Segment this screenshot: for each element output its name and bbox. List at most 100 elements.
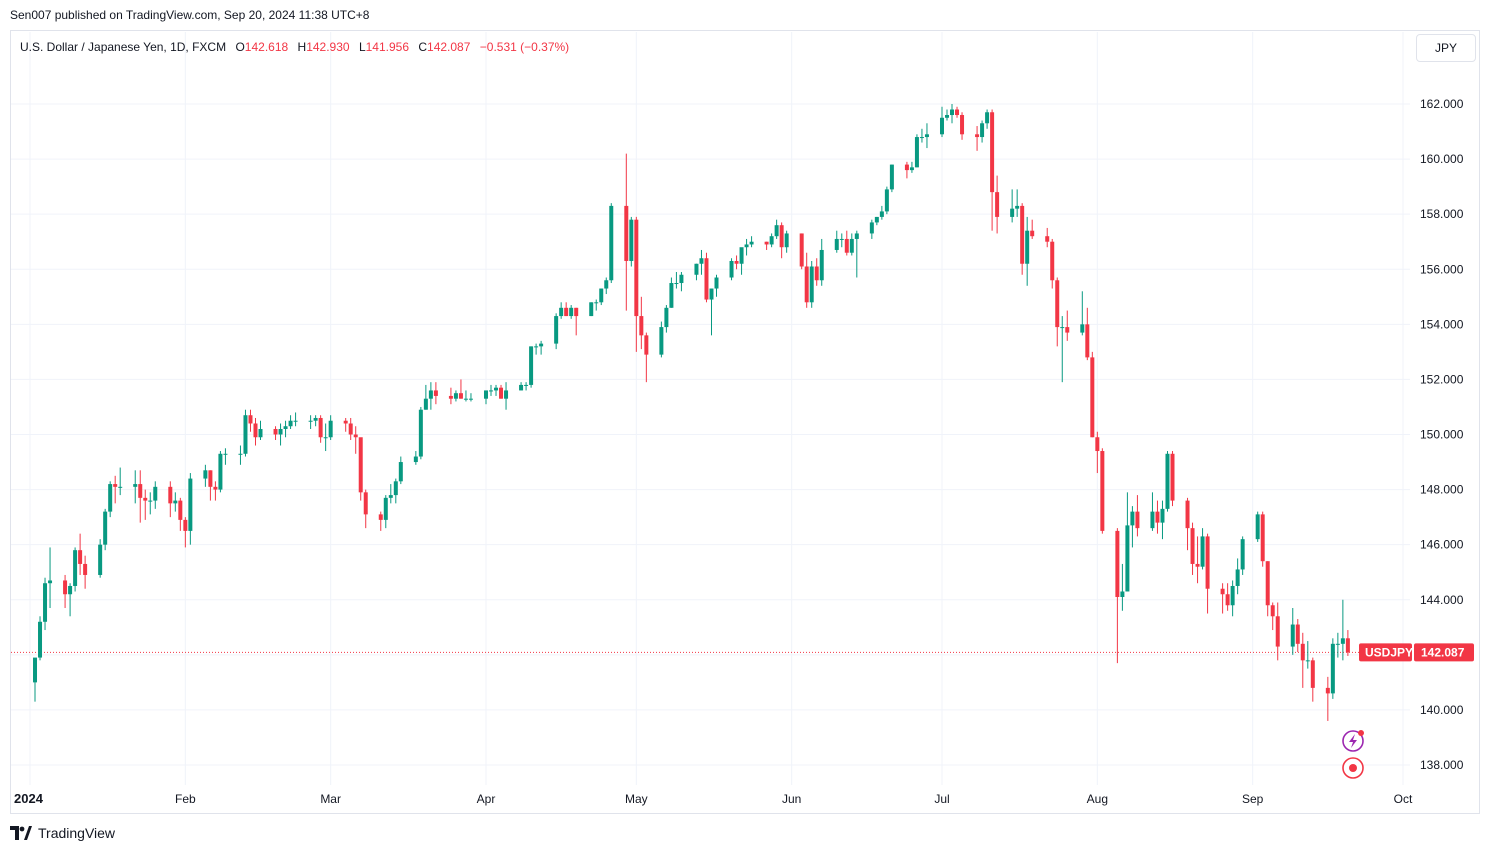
candle[interactable] [273, 426, 278, 441]
candle[interactable] [879, 205, 884, 220]
candle[interactable] [744, 238, 749, 256]
candle[interactable] [1050, 238, 1055, 289]
candle[interactable] [739, 247, 744, 275]
candle[interactable] [463, 390, 468, 402]
candle[interactable] [358, 437, 363, 501]
candle[interactable] [569, 305, 574, 319]
candle[interactable] [318, 415, 323, 443]
candle[interactable] [1220, 583, 1225, 614]
candle[interactable] [489, 384, 494, 396]
candle[interactable] [1190, 522, 1195, 575]
candle[interactable] [1095, 431, 1100, 474]
candle[interactable] [699, 249, 704, 275]
candle[interactable] [494, 384, 499, 396]
candle[interactable] [1275, 602, 1280, 661]
candle[interactable] [1270, 602, 1275, 631]
candle[interactable] [909, 161, 914, 173]
candle[interactable] [1240, 536, 1245, 575]
candle[interactable] [945, 109, 950, 121]
candle[interactable] [1135, 495, 1140, 537]
candle[interactable] [1345, 630, 1350, 656]
candle[interactable] [1045, 227, 1050, 248]
candle[interactable] [1265, 561, 1270, 617]
candle[interactable] [1165, 451, 1170, 512]
candle[interactable] [980, 120, 985, 143]
candle[interactable] [709, 288, 714, 336]
candle[interactable] [423, 384, 428, 410]
candle[interactable] [1160, 500, 1165, 540]
candle[interactable] [1225, 583, 1230, 611]
candle[interactable] [844, 230, 849, 256]
candle[interactable] [1015, 189, 1020, 217]
candle[interactable] [819, 238, 824, 286]
candle[interactable] [393, 478, 398, 504]
candle[interactable] [83, 555, 88, 589]
candle[interactable] [524, 382, 529, 391]
candle[interactable] [694, 263, 699, 281]
candle[interactable] [769, 233, 774, 248]
candle[interactable] [534, 343, 539, 355]
candle[interactable] [784, 230, 789, 253]
candle[interactable] [353, 426, 358, 454]
candle[interactable] [990, 109, 995, 231]
candle[interactable] [1310, 657, 1315, 702]
candle[interactable] [413, 451, 418, 465]
candle[interactable] [1260, 511, 1265, 567]
candle[interactable] [213, 481, 218, 501]
candle[interactable] [1300, 632, 1305, 688]
candle[interactable] [1030, 219, 1035, 239]
candle[interactable] [1290, 608, 1295, 655]
candle[interactable] [609, 203, 614, 284]
candle[interactable] [293, 412, 298, 427]
candle[interactable] [594, 299, 599, 311]
candle[interactable] [48, 547, 53, 609]
candle[interactable] [168, 481, 173, 518]
candle[interactable] [734, 255, 739, 270]
candle[interactable] [854, 230, 859, 278]
candle[interactable] [659, 321, 664, 358]
candle[interactable] [118, 467, 123, 496]
candle[interactable] [554, 313, 559, 350]
candle[interactable] [1325, 676, 1330, 721]
candle[interactable] [559, 302, 564, 319]
candle[interactable] [919, 128, 924, 143]
candle[interactable] [458, 379, 463, 399]
candle[interactable] [1100, 448, 1105, 534]
candle[interactable] [574, 307, 579, 336]
candle[interactable] [679, 272, 684, 292]
footer-brand[interactable]: TradingView [10, 825, 115, 841]
candle[interactable] [904, 161, 909, 179]
candle[interactable] [539, 340, 544, 355]
candle[interactable] [173, 492, 178, 512]
candle[interactable] [1010, 189, 1015, 223]
candle[interactable] [223, 448, 228, 465]
candle[interactable] [1295, 619, 1300, 653]
candle[interactable] [704, 252, 709, 303]
candle[interactable] [388, 484, 393, 504]
candle[interactable] [869, 219, 874, 239]
candle[interactable] [960, 112, 965, 140]
candle[interactable] [188, 473, 193, 545]
candle[interactable] [589, 302, 594, 317]
candle[interactable] [950, 104, 955, 124]
candle[interactable] [779, 222, 784, 259]
candle[interactable] [874, 216, 879, 226]
candle[interactable] [178, 497, 183, 531]
candle[interactable] [1305, 641, 1310, 669]
candle[interactable] [1025, 216, 1030, 286]
candle[interactable] [939, 106, 944, 138]
candle[interactable] [218, 451, 223, 493]
candle[interactable] [604, 277, 609, 295]
candle[interactable] [398, 456, 403, 485]
candle[interactable] [288, 415, 293, 429]
candle[interactable] [1125, 492, 1130, 592]
candle[interactable] [1055, 277, 1060, 347]
candle[interactable] [1185, 497, 1190, 551]
candle[interactable] [674, 272, 679, 289]
candle[interactable] [133, 470, 138, 504]
candle[interactable] [63, 574, 68, 609]
lightning-icon[interactable] [1342, 730, 1364, 752]
candle[interactable] [519, 382, 524, 391]
candle[interactable] [138, 470, 143, 523]
candle[interactable] [113, 475, 118, 504]
